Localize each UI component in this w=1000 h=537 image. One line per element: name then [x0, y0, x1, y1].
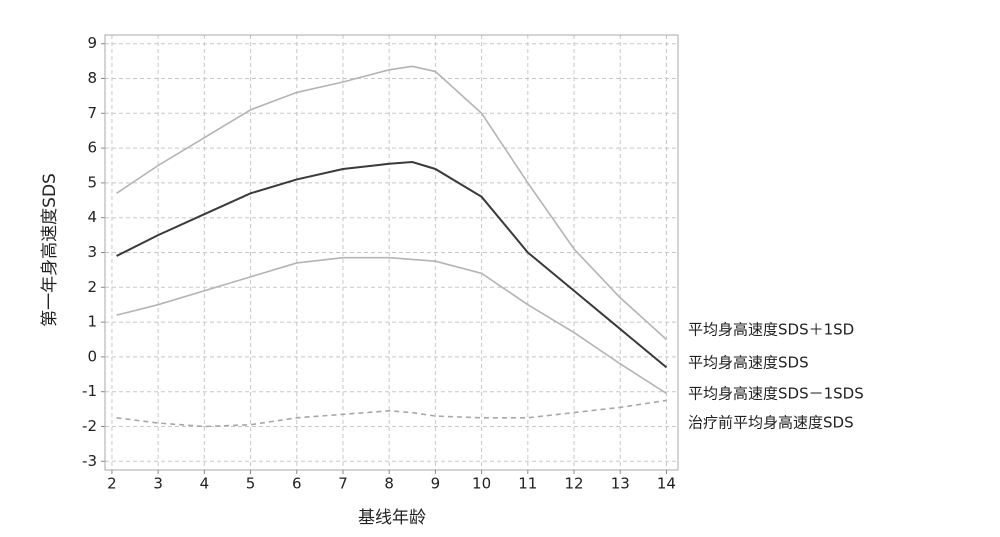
- x-tick-label: 4: [200, 475, 210, 493]
- x-tick-label: 13: [611, 475, 630, 493]
- y-tick-label: 2: [87, 278, 97, 296]
- series-line: [116, 399, 667, 428]
- series-label: 治疗前平均身高速度SDS: [688, 414, 854, 432]
- y-tick-label: 5: [87, 173, 97, 191]
- x-tick-label: 8: [384, 475, 394, 493]
- y-tick-label: 6: [87, 139, 97, 157]
- y-tick-label: 0: [87, 347, 97, 365]
- series-label: 平均身高速度SDS: [688, 354, 809, 372]
- y-axis-label: 第一年身高速度SDS: [40, 173, 60, 327]
- y-tick-label: 9: [87, 34, 97, 52]
- series-line: [116, 65, 667, 341]
- y-tick-label: 8: [87, 69, 97, 87]
- x-axis-label: 基线年龄: [358, 508, 426, 528]
- x-tick-label: 2: [107, 475, 117, 493]
- y-tick-label: -1: [82, 382, 97, 400]
- series-line: [116, 256, 667, 395]
- series-label: 平均身高速度SDS－1SDS: [688, 385, 864, 403]
- y-tick-label: -2: [82, 417, 97, 435]
- y-tick-label: 3: [87, 243, 97, 261]
- x-tick-label: 5: [246, 475, 256, 493]
- plot-frame: [104, 34, 679, 471]
- y-tick-label: 4: [87, 208, 97, 226]
- x-tick-label: 7: [338, 475, 348, 493]
- x-tick-label: 14: [657, 475, 676, 493]
- series-label: 平均身高速度SDS＋1SD: [688, 321, 854, 339]
- y-tick-label: 1: [87, 313, 97, 331]
- x-tick-label: 10: [472, 475, 491, 493]
- x-tick-label: 3: [153, 475, 163, 493]
- x-tick-label: 6: [292, 475, 302, 493]
- x-tick-label: 11: [518, 475, 537, 493]
- x-tick-label: 9: [431, 475, 441, 493]
- y-tick-label: 7: [87, 104, 97, 122]
- series-line: [116, 161, 668, 369]
- x-tick-label: 12: [564, 475, 583, 493]
- y-tick-label: -3: [82, 452, 97, 470]
